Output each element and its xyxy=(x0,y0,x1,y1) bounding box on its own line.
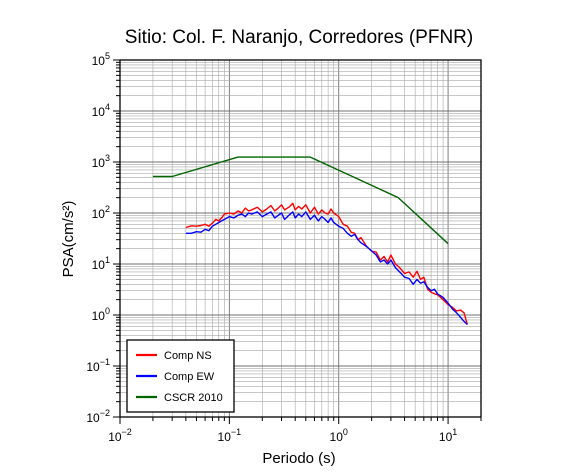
series-line-1 xyxy=(185,202,468,325)
x-tick-label-base: 10 xyxy=(108,430,122,444)
x-tick-label: 101 xyxy=(439,427,457,444)
grid xyxy=(119,59,482,418)
y-tick-label-base: 10 xyxy=(86,360,100,374)
x-tick-label: 100 xyxy=(330,427,348,444)
y-tick-label-exponent: 5 xyxy=(105,51,110,61)
y-tick-label: 100 xyxy=(92,306,110,323)
y-axis-label: PSA(cm/s²) xyxy=(60,201,77,278)
y-tick-label: 105 xyxy=(92,51,110,68)
y-tick-label: 10−1 xyxy=(86,357,110,374)
ticks xyxy=(113,59,482,424)
x-tick-label-exponent: 1 xyxy=(452,427,457,437)
x-tick-label-base: 10 xyxy=(439,430,453,444)
y-tick-label: 102 xyxy=(92,204,110,221)
y-tick-label-base: 10 xyxy=(92,105,106,119)
plot-series xyxy=(152,156,468,326)
x-tick-label: 10−1 xyxy=(218,427,242,444)
legend-label-2: Comp EW xyxy=(164,371,215,383)
y-tick-label-exponent: 2 xyxy=(105,204,110,214)
chart-title: Sitio: Col. F. Naranjo, Corredores (PFNR… xyxy=(125,27,473,48)
y-tick-label-exponent: −1 xyxy=(100,357,110,367)
x-tick-label: 10−2 xyxy=(108,427,132,444)
y-tick-label: 104 xyxy=(92,102,110,119)
legend: Comp NS Comp EW CSCR 2010 xyxy=(126,339,235,413)
x-tick-label-base: 10 xyxy=(330,430,344,444)
legend-label-1: Comp NS xyxy=(164,350,212,362)
x-tick-label-base: 10 xyxy=(218,430,232,444)
series-line-2 xyxy=(185,211,468,326)
series-line-3 xyxy=(152,156,449,245)
y-tick-label: 103 xyxy=(92,153,110,170)
y-tick-label-base: 10 xyxy=(86,411,100,425)
y-tick-label-base: 10 xyxy=(92,309,106,323)
y-tick-label-base: 10 xyxy=(92,156,106,170)
y-tick-label-exponent: 0 xyxy=(105,306,110,316)
y-tick-label-exponent: 1 xyxy=(105,255,110,265)
y-tick-label-exponent: 3 xyxy=(105,153,110,163)
y-tick-label-base: 10 xyxy=(92,258,106,272)
x-tick-label-exponent: −1 xyxy=(231,427,241,437)
legend-label-3: CSCR 2010 xyxy=(164,392,223,404)
plot-frame xyxy=(119,59,482,418)
y-tick-label: 10−2 xyxy=(86,408,110,425)
y-tick-label-base: 10 xyxy=(92,54,106,68)
y-tick-label-base: 10 xyxy=(92,207,106,221)
y-tick-label-exponent: 4 xyxy=(105,102,110,112)
x-axis-label: Periodo (s) xyxy=(262,450,335,467)
y-tick-label: 101 xyxy=(92,255,110,272)
x-tick-label-exponent: 0 xyxy=(343,427,348,437)
y-tick-label-exponent: −2 xyxy=(100,408,110,418)
x-tick-label-exponent: −2 xyxy=(122,427,132,437)
